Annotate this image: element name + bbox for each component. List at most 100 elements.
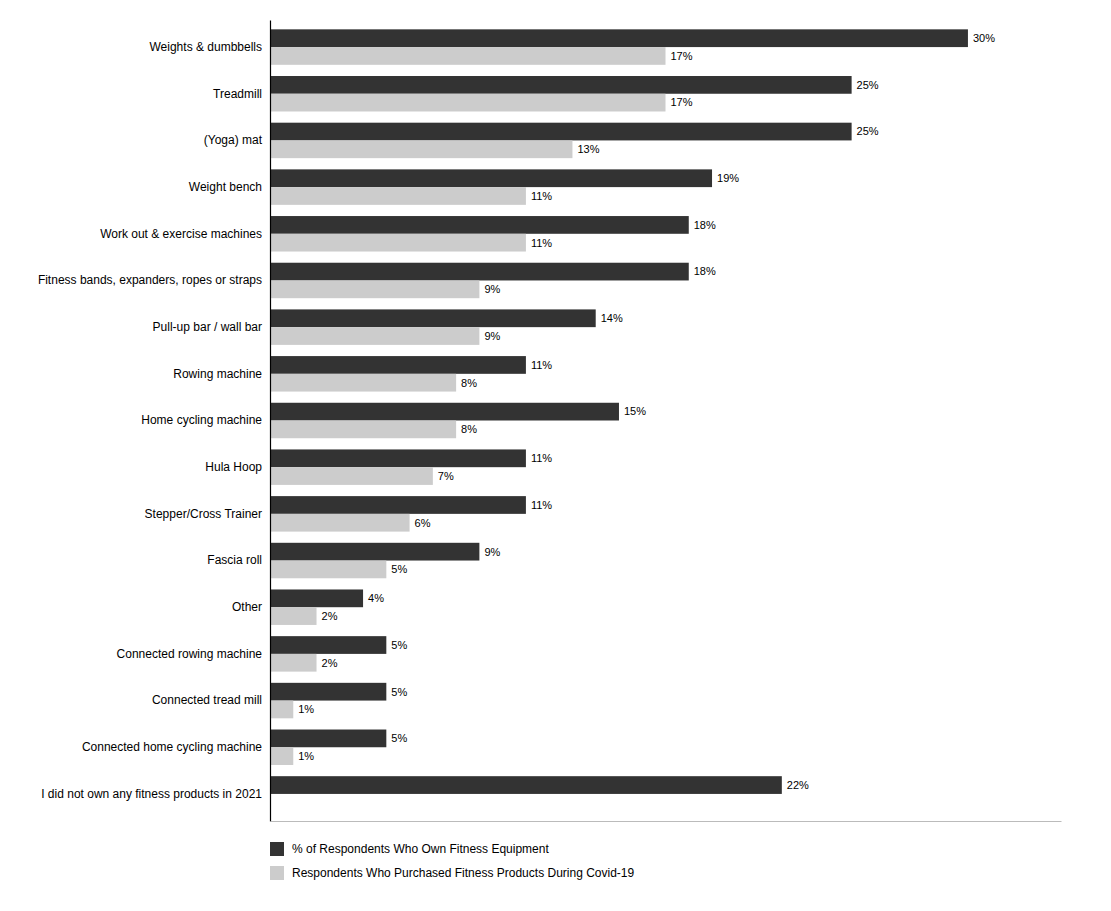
bar — [270, 94, 666, 112]
bar — [270, 169, 712, 187]
bar — [270, 327, 479, 345]
series-bars — [270, 47, 666, 765]
data-label: 25% — [857, 79, 879, 91]
y-tick: Connected tread mill — [152, 693, 270, 707]
bar — [270, 234, 526, 252]
bar — [270, 607, 317, 625]
chart-svg: 22%5%5%5%4%9%11%11%15%11%14%18%18%19%25%… — [0, 0, 1111, 911]
legend-swatch — [270, 866, 284, 880]
bar — [270, 730, 386, 748]
bar — [270, 309, 596, 327]
series-bars — [270, 29, 968, 794]
y-tick: Connected home cycling machine — [82, 740, 270, 754]
y-axis: I did not own any fitness products in 20… — [38, 21, 271, 822]
bar — [270, 29, 968, 47]
y-tick: Stepper/Cross Trainer — [145, 507, 270, 521]
y-tick: Home cycling machine — [141, 413, 270, 427]
y-tick-label: Connected home cycling machine — [82, 740, 262, 754]
y-tick: Hula Hoop — [205, 460, 270, 474]
bar — [270, 280, 479, 298]
data-label: 1% — [298, 703, 314, 715]
data-label: 5% — [391, 732, 407, 744]
bar — [270, 654, 317, 672]
bar — [270, 76, 852, 94]
legend-item: Respondents Who Purchased Fitness Produc… — [270, 866, 634, 880]
y-tick-label: Connected rowing machine — [117, 647, 263, 661]
y-tick-label: Pull-up bar / wall bar — [153, 320, 262, 334]
bar — [270, 543, 479, 561]
y-tick-label: Fitness bands, expanders, ropes or strap… — [38, 273, 262, 287]
y-tick-label: Fascia roll — [207, 553, 262, 567]
bar — [270, 403, 619, 421]
y-tick: Work out & exercise machines — [100, 227, 270, 241]
data-label: 18% — [694, 265, 716, 277]
y-tick: Other — [232, 600, 270, 614]
bar — [270, 216, 689, 234]
x-axis-line — [271, 821, 1062, 822]
chart-container: 22%5%5%5%4%9%11%11%15%11%14%18%18%19%25%… — [0, 0, 1111, 911]
data-label: 5% — [391, 563, 407, 575]
y-tick-label: Weight bench — [189, 180, 262, 194]
y-tick-label: Weights & dumbbells — [150, 40, 263, 54]
data-label: 14% — [601, 312, 623, 324]
y-tick-label: Treadmill — [213, 87, 262, 101]
bar — [270, 589, 363, 607]
y-tick-label: Stepper/Cross Trainer — [145, 507, 262, 521]
y-tick: Rowing machine — [173, 367, 270, 381]
data-label: 8% — [461, 423, 477, 435]
data-label: 4% — [368, 592, 384, 604]
data-label: 22% — [787, 779, 809, 791]
y-tick: Weight bench — [189, 180, 270, 194]
data-label: 8% — [461, 377, 477, 389]
data-label: 7% — [438, 470, 454, 482]
data-label: 5% — [391, 639, 407, 651]
bar — [270, 187, 526, 205]
bar — [270, 636, 386, 654]
y-axis-line — [270, 21, 271, 822]
y-tick: Fitness bands, expanders, ropes or strap… — [38, 273, 270, 287]
data-label: 2% — [322, 657, 338, 669]
y-tick-label: Other — [232, 600, 262, 614]
y-tick: (Yoga) mat — [204, 133, 270, 147]
data-label: 11% — [531, 237, 552, 249]
y-tick-label: Connected tread mill — [152, 693, 262, 707]
legend-label: % of Respondents Who Own Fitness Equipme… — [292, 842, 549, 856]
data-label: 25% — [857, 125, 879, 137]
bar — [270, 356, 526, 374]
bar — [270, 123, 852, 141]
data-label: 2% — [322, 610, 338, 622]
y-tick-label: I did not own any fitness products in 20… — [41, 787, 262, 801]
data-label: 9% — [484, 283, 500, 295]
bar — [270, 47, 666, 65]
plot-area: 22%5%5%5%4%9%11%11%15%11%14%18%18%19%25%… — [38, 21, 1062, 822]
bar — [270, 449, 526, 467]
data-label: 13% — [577, 143, 599, 155]
bar — [270, 701, 293, 719]
data-label: 5% — [391, 686, 407, 698]
y-tick-label: Hula Hoop — [205, 460, 262, 474]
bar — [270, 776, 782, 794]
data-label: 17% — [671, 50, 693, 62]
y-tick-label: Home cycling machine — [141, 413, 262, 427]
legend-swatch — [270, 842, 284, 856]
bar — [270, 514, 410, 532]
data-label: 11% — [531, 190, 552, 202]
y-tick: Weights & dumbbells — [150, 40, 271, 54]
bar — [270, 747, 293, 765]
bar — [270, 683, 386, 701]
bar — [270, 263, 689, 281]
legend-item: % of Respondents Who Own Fitness Equipme… — [270, 842, 549, 856]
bar — [270, 496, 526, 514]
data-label: 9% — [484, 330, 500, 342]
y-tick: Treadmill — [213, 87, 270, 101]
data-label: 19% — [717, 172, 739, 184]
bar — [270, 140, 572, 158]
data-label: 1% — [298, 750, 314, 762]
legend: % of Respondents Who Own Fitness Equipme… — [270, 842, 634, 880]
y-tick: I did not own any fitness products in 20… — [41, 787, 270, 801]
bar — [270, 561, 386, 579]
y-tick-label: (Yoga) mat — [204, 133, 263, 147]
data-label: 11% — [531, 359, 552, 371]
data-label: 17% — [671, 96, 693, 108]
bar — [270, 374, 456, 392]
